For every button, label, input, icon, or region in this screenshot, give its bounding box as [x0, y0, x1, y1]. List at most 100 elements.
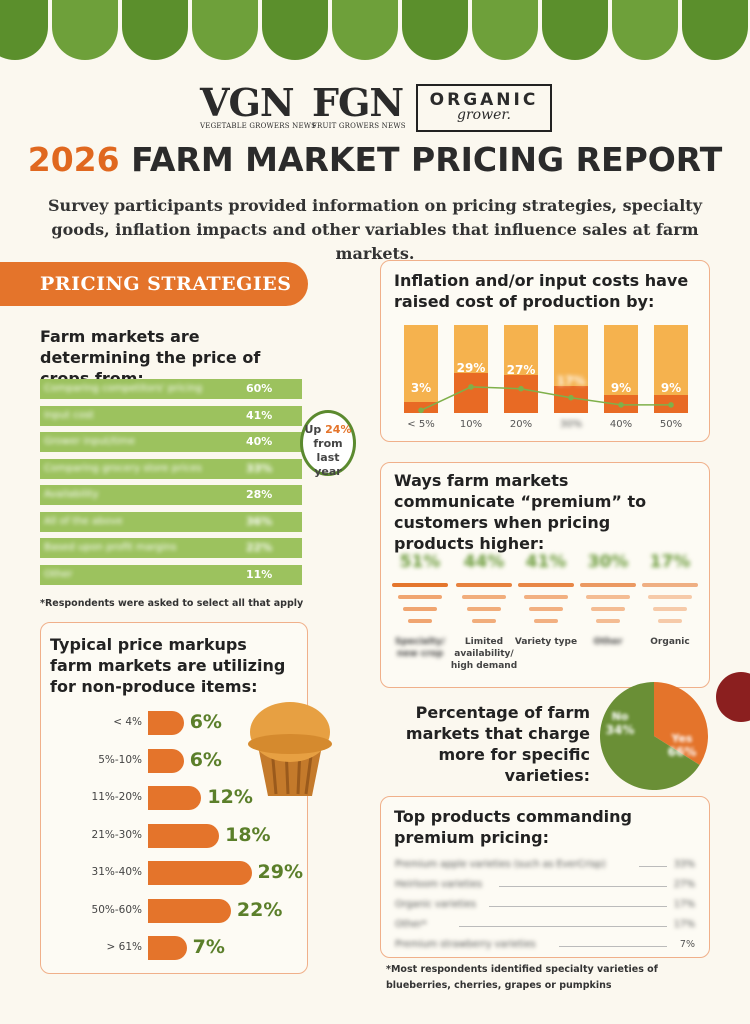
top-product-row: Heirloom varieties 27% [395, 879, 695, 893]
inflation-trend-point [468, 384, 474, 390]
communicate-value: 44% [463, 552, 505, 572]
markup-label: 21%-30% [91, 828, 142, 841]
markup-value: 7% [192, 936, 225, 958]
page-title: 2026 FARM MARKET PRICING REPORT [0, 140, 750, 179]
varieties-pie-value: 66% [668, 745, 697, 759]
crop-pricing-label: All of the above [44, 515, 123, 527]
crop-pricing-label: Comparing competitors' pricing [44, 383, 203, 394]
muffin-icon [248, 702, 332, 796]
varieties-pie-slice [600, 682, 700, 790]
top-product-leader [559, 946, 667, 947]
awning-scallop [262, 0, 328, 60]
top-product-leader [499, 886, 667, 887]
inflation-column-fill [454, 373, 488, 413]
communicate-stripe [586, 595, 630, 599]
top-product-row: Premium strawberry varieties 7% [395, 939, 695, 953]
title-year: 2026 [27, 140, 120, 179]
vgn-logo-text: VGN [200, 80, 295, 125]
crop-pricing-value: 60% [246, 382, 273, 395]
communicate-stripe [398, 595, 442, 599]
awning-scallop [122, 0, 188, 60]
markup-value: 18% [225, 823, 271, 846]
awning-scallop [402, 0, 468, 60]
inflation-x-label: 40% [609, 419, 633, 430]
communicate-label: Specialty/ new crop [394, 637, 446, 659]
markup-bar [148, 898, 231, 923]
awning-scallop [542, 0, 608, 60]
crop-pricing-label: Other [44, 568, 73, 580]
berry-decoration [716, 672, 750, 722]
communicate-label: Variety type [514, 637, 578, 647]
inflation-trend-point [618, 402, 624, 408]
awning-scallop [612, 0, 678, 60]
badge-pct: 24% [325, 423, 352, 436]
communicate-value: 41% [525, 552, 567, 572]
top-product-leader [459, 926, 667, 927]
vgn-logo: VGN VEGETABLE GROWERS NEWS [200, 80, 316, 131]
inflation-column [404, 325, 438, 413]
pricing-strategies-banner: PRICING STRATEGIES [0, 262, 308, 306]
markup-bar [148, 711, 184, 735]
communicate-stripe [403, 607, 437, 611]
communicate-stripe [591, 607, 625, 611]
inflation-value: 17% [556, 374, 586, 389]
communicate-stripe [392, 583, 448, 587]
communicate-stripe [653, 607, 687, 611]
awning-scallop [192, 0, 258, 60]
top-product-label: Organic varieties [395, 899, 476, 910]
organic-logo-text: ORGANIC [429, 90, 539, 110]
communicate-stripe [529, 607, 563, 611]
markup-label: 5%-10% [98, 753, 142, 766]
communicate-heading: Ways farm markets communicate “premium” … [394, 471, 647, 553]
communicate-stripe [408, 619, 432, 623]
crop-pricing-label: Comparing grocery store prices [44, 462, 202, 474]
markup-value: 6% [189, 711, 222, 733]
awning-scallop [472, 0, 538, 60]
crop-pricing-value: 41% [246, 408, 273, 422]
inflation-value: 9% [610, 381, 632, 395]
markups-heading: Typical price markups farm markets are u… [50, 635, 286, 696]
top-product-value: 17% [673, 919, 695, 930]
inflation-x-label: 20% [509, 419, 533, 430]
markup-value: 6% [189, 748, 222, 771]
markup-label: 31%-40% [91, 866, 142, 878]
top-product-value: 27% [673, 879, 695, 890]
inflation-trend-point [568, 394, 574, 401]
communicate-panel [380, 462, 710, 688]
inflation-trend-point [518, 385, 524, 392]
inflation-value: 3% [410, 381, 432, 395]
crop-pricing-value: 40% [246, 435, 273, 448]
communicate-stripe [596, 619, 620, 623]
crop-pricing-bar: Comparing grocery store prices 33% [40, 458, 302, 479]
top-products-heading: Top products commanding premium pricing: [394, 807, 632, 847]
communicate-label: Other [593, 637, 623, 647]
top-product-row: Premium apple varieties (such as EverCri… [395, 859, 695, 873]
markup-label: 50%-60% [91, 903, 142, 916]
inflation-x-label: 30% [559, 419, 583, 430]
page-subtitle: Survey participants provided information… [48, 196, 702, 263]
markup-bar [148, 748, 184, 773]
crop-pricing-bar: Based upon profit margins 22% [40, 538, 302, 558]
organic-logo-tagline: grower. [457, 107, 511, 123]
crop-pricing-label: Availability [44, 489, 99, 500]
varieties-heading: Percentage of farm markets that charge m… [405, 703, 590, 785]
top-products-panel [380, 796, 710, 958]
communicate-stripe [524, 595, 568, 599]
inflation-trend-point [668, 402, 674, 408]
communicate-value: 17% [649, 552, 691, 572]
communicate-label: Limited availability/ high demand [450, 637, 518, 671]
fgn-logo-tagline: FRUIT GROWERS NEWS [312, 122, 406, 130]
top-product-label: Premium apple varieties (such as EverCri… [395, 859, 606, 870]
communicate-stripe [467, 607, 501, 611]
organic-grower-logo: ORGANIC grower. [416, 84, 552, 132]
markup-value: 29% [257, 861, 304, 883]
badge-up: Up [304, 423, 322, 436]
badge-rest2: year [314, 465, 342, 478]
inflation-trend-polyline [420, 386, 671, 411]
inflation-heading: Inflation and/or input costs have raised… [394, 271, 689, 311]
awning-scallop [52, 0, 118, 60]
crop-pricing-value: 36% [246, 514, 273, 528]
communicate-stripe [462, 595, 506, 599]
markup-value: 12% [207, 786, 253, 808]
